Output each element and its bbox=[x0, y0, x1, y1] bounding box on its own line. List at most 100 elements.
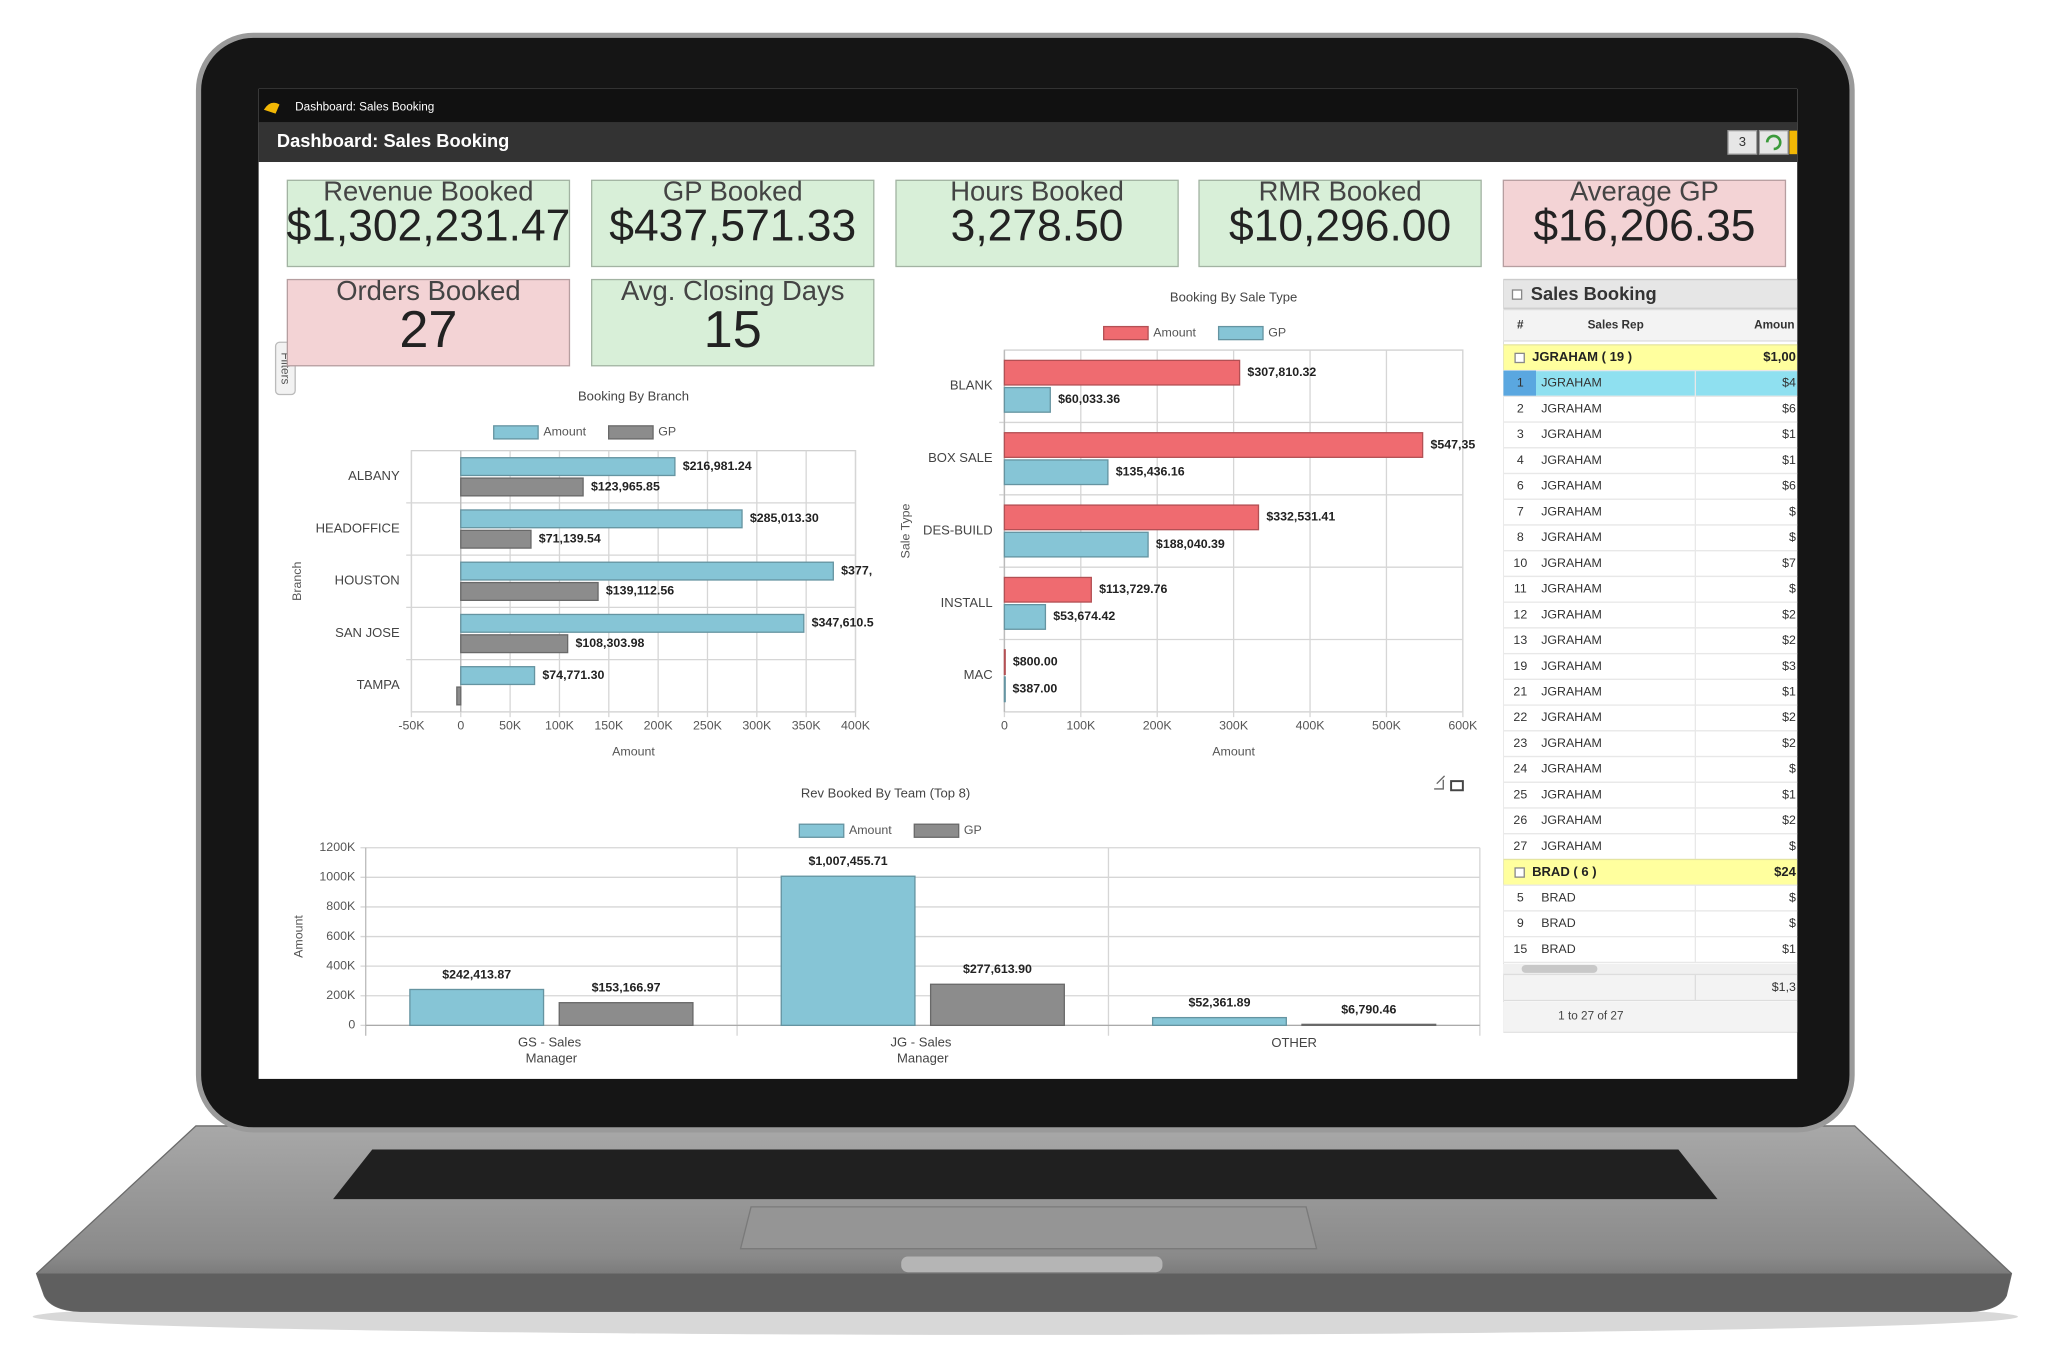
row-rep: JGRAHAM bbox=[1541, 556, 1602, 570]
screen-content: Dashboard: Sales Booking Dashboard: Sale… bbox=[258, 88, 1798, 1066]
bar bbox=[1003, 531, 1149, 558]
bar bbox=[460, 477, 584, 497]
group-row bbox=[1503, 858, 1798, 886]
category-label: GS - Sales Manager bbox=[518, 1035, 585, 1066]
kpi-label: Average GP bbox=[1570, 176, 1719, 207]
value-label: $547,35 bbox=[1430, 437, 1475, 451]
group-label: BRAD ( 6 ) bbox=[1532, 864, 1597, 879]
table-row bbox=[1503, 807, 1798, 835]
value-label: $113,729.76 bbox=[1099, 582, 1167, 596]
menu-button[interactable] bbox=[1789, 130, 1798, 155]
table-row bbox=[1503, 936, 1798, 964]
bar bbox=[460, 666, 536, 686]
category-label: INSTALL bbox=[941, 595, 993, 610]
row-number: 2 bbox=[1517, 401, 1524, 415]
row-amount: $1 bbox=[1782, 787, 1796, 801]
bar bbox=[1003, 359, 1241, 386]
row-rep: BRAD bbox=[1541, 916, 1575, 930]
column-header: Amoun bbox=[1754, 318, 1794, 331]
pager-text: 1 to 27 of 27 bbox=[1558, 1009, 1623, 1022]
table-row bbox=[1503, 369, 1798, 397]
value-label: $216,981.24 bbox=[683, 459, 752, 473]
category-label: ALBANY bbox=[348, 468, 400, 483]
category-label-line: GS - Sales bbox=[518, 1035, 585, 1050]
row-amount: $7 bbox=[1782, 556, 1796, 570]
row-amount: $1 bbox=[1782, 427, 1796, 441]
row-rep: JGRAHAM bbox=[1541, 839, 1602, 853]
kpi-label: Hours Booked bbox=[950, 176, 1124, 207]
row-rep: JGRAHAM bbox=[1541, 813, 1602, 827]
value-label: $135,436.16 bbox=[1116, 465, 1185, 479]
category-label-line: Manager bbox=[526, 1051, 578, 1066]
count-button[interactable] bbox=[1727, 130, 1758, 155]
group-row bbox=[1503, 344, 1798, 372]
value-label: $6,790.46 bbox=[1341, 1002, 1396, 1016]
row-amount: $1 bbox=[1782, 453, 1796, 467]
x-tick-label: 100K bbox=[1066, 719, 1096, 733]
table-row bbox=[1503, 678, 1798, 706]
row-amount: $2 bbox=[1782, 813, 1796, 827]
bar bbox=[1151, 1016, 1287, 1027]
kpi-label: RMR Booked bbox=[1259, 176, 1422, 207]
maximize-icon[interactable] bbox=[1450, 780, 1464, 792]
kpi-value: 15 bbox=[704, 301, 762, 359]
row-rep: JGRAHAM bbox=[1541, 659, 1602, 673]
category-label: TAMPA bbox=[357, 677, 400, 692]
category-label: HOUSTON bbox=[335, 573, 400, 588]
row-amount: $ bbox=[1789, 762, 1796, 776]
category-label: JG - Sales Manager bbox=[891, 1035, 956, 1066]
category-label: BOX SALE bbox=[928, 450, 993, 465]
row-amount: $ bbox=[1789, 890, 1796, 904]
x-tick-label: 300K bbox=[1219, 719, 1249, 733]
notch bbox=[901, 1256, 1163, 1273]
row-number: 4 bbox=[1517, 453, 1524, 467]
value-label: $52,361.89 bbox=[1188, 996, 1250, 1010]
x-tick-label: 400K bbox=[1296, 719, 1326, 733]
sales-table: Sales Booking # Sales Rep Amoun JGRAHAM ( 19… bbox=[1503, 278, 1798, 1033]
tab-bar bbox=[258, 88, 1798, 123]
value-label: $285,013.30 bbox=[750, 511, 819, 525]
tab-title[interactable]: Dashboard: Sales Booking bbox=[295, 100, 434, 113]
x-axis-label: Amount bbox=[612, 745, 655, 759]
column-header: Sales Rep bbox=[1588, 318, 1644, 331]
refresh-button[interactable] bbox=[1758, 130, 1789, 155]
row-amount: $4 bbox=[1782, 376, 1796, 390]
table-total: $1,3 bbox=[1772, 980, 1796, 994]
x-tick-label: 100K bbox=[545, 719, 575, 733]
row-rep: JGRAHAM bbox=[1541, 762, 1602, 776]
category-label: SAN JOSE bbox=[335, 625, 400, 640]
export-icon[interactable] bbox=[1434, 775, 1446, 790]
bar bbox=[1003, 676, 1006, 703]
group-label: JGRAHAM ( 19 ) bbox=[1532, 349, 1632, 364]
group-toggle bbox=[1514, 867, 1525, 878]
row-amount: $ bbox=[1789, 530, 1796, 544]
bar bbox=[460, 457, 676, 477]
row-rep: JGRAHAM bbox=[1541, 736, 1602, 750]
bar bbox=[460, 581, 599, 601]
bar bbox=[1003, 386, 1051, 413]
row-rep: JGRAHAM bbox=[1541, 453, 1602, 467]
total-row bbox=[1503, 973, 1798, 1002]
category-label: MAC bbox=[964, 667, 993, 682]
y-tick-label: 400K bbox=[326, 958, 356, 972]
legend-swatch bbox=[1217, 325, 1264, 341]
value-label: $139,112.56 bbox=[606, 584, 674, 598]
bar bbox=[456, 686, 462, 706]
legend-label: GP bbox=[1268, 325, 1286, 339]
kpi-label: Orders Booked bbox=[336, 275, 520, 306]
group-total: $24 bbox=[1774, 864, 1797, 879]
bar bbox=[460, 529, 532, 549]
table-row bbox=[1503, 730, 1798, 758]
y-tick-label: 1200K bbox=[319, 840, 356, 854]
bar bbox=[929, 983, 1065, 1027]
bar bbox=[460, 634, 569, 654]
value-label: $108,303.98 bbox=[575, 636, 644, 650]
row-number: 5 bbox=[1517, 890, 1524, 904]
kpi-tile bbox=[1198, 179, 1482, 268]
row-amount: $1 bbox=[1782, 942, 1796, 956]
bar bbox=[1003, 459, 1109, 486]
kpi-tile bbox=[591, 278, 875, 367]
row-rep: JGRAHAM bbox=[1541, 530, 1602, 544]
row-amount: $3 bbox=[1782, 659, 1796, 673]
kpi-tile bbox=[286, 278, 571, 367]
